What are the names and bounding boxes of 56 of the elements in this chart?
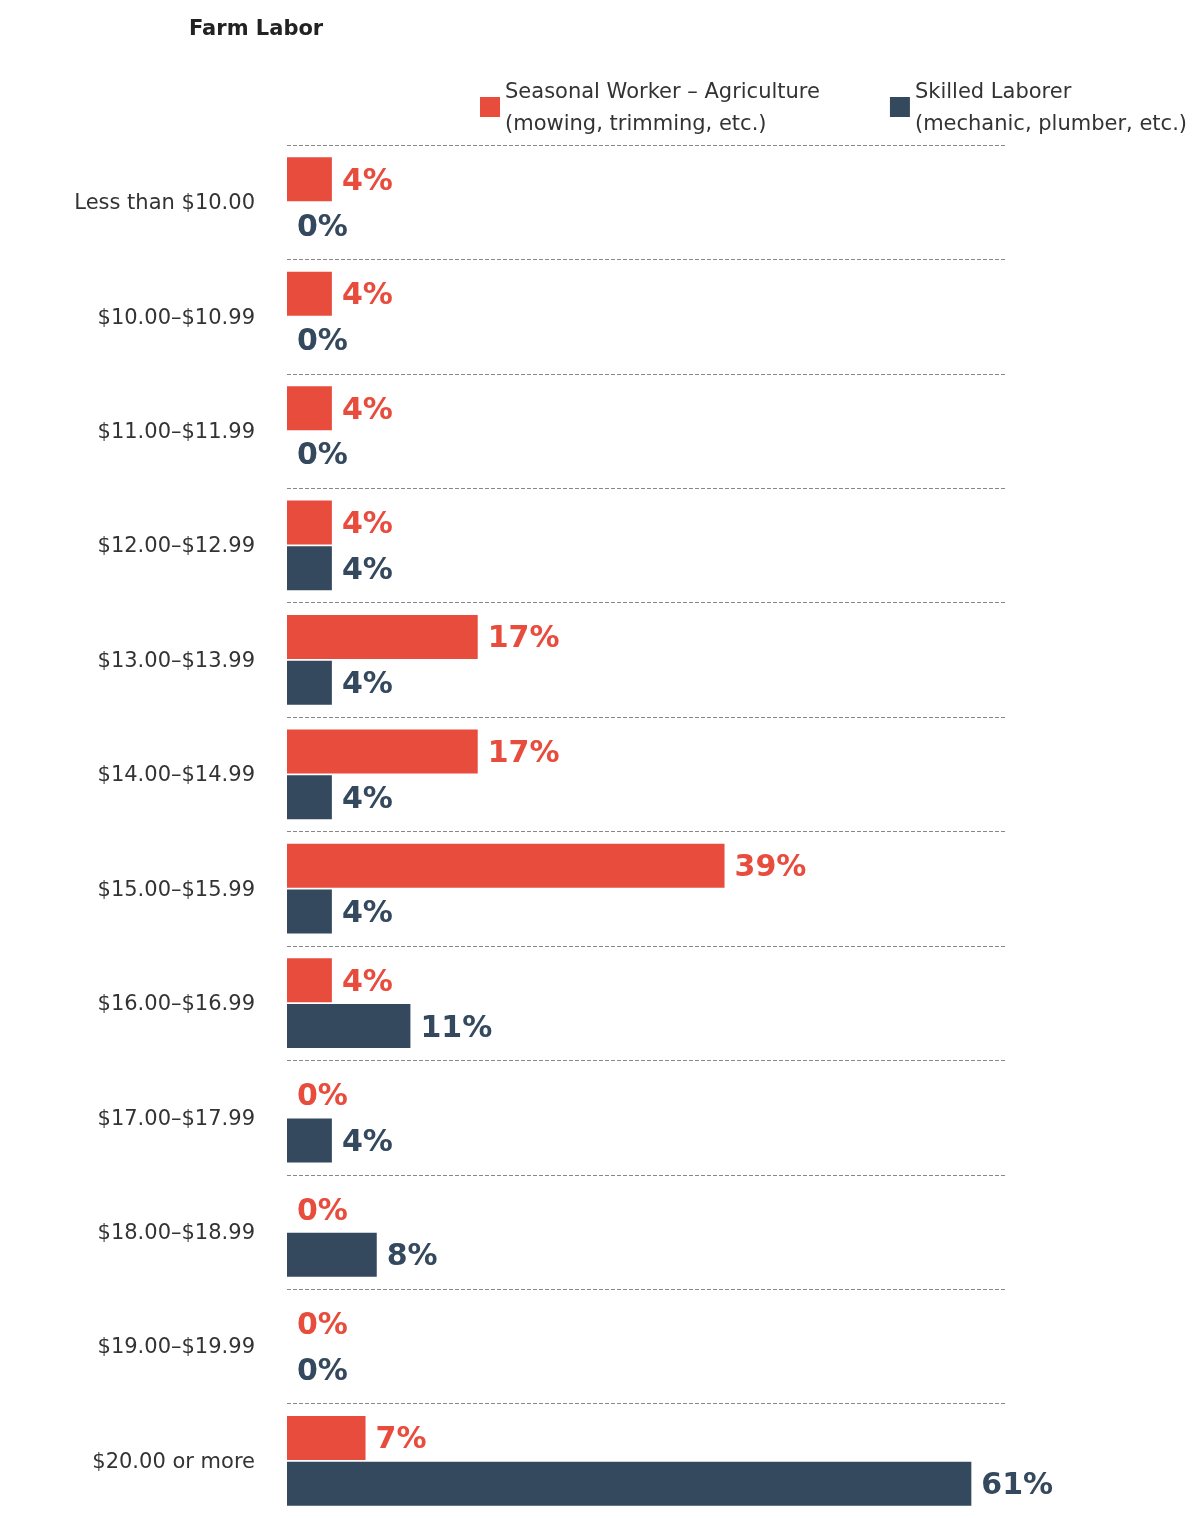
data-label: 17% — [487, 619, 560, 655]
data-label: 4% — [341, 894, 393, 930]
data-label: 4% — [341, 390, 393, 426]
data-label: 0% — [297, 436, 348, 472]
y-tick-label: $12.00–$12.99 — [97, 533, 255, 558]
data-label: 4% — [341, 962, 393, 998]
bar — [287, 1118, 332, 1163]
y-tick-label: $11.00–$11.99 — [97, 419, 255, 444]
y-tick-label: $13.00–$13.99 — [97, 647, 255, 672]
legend-label: Seasonal Worker – Agriculture (mowing, trimming, etc.) — [505, 79, 820, 135]
bar — [287, 889, 332, 934]
data-label: 0% — [297, 322, 348, 358]
data-label: 0% — [297, 1077, 348, 1113]
chart-title: Farm Labor — [189, 15, 324, 40]
bar — [287, 500, 332, 545]
y-tick-label: $10.00–$10.99 — [97, 304, 255, 329]
bar — [287, 1232, 377, 1277]
data-label: 0% — [297, 1351, 348, 1387]
y-tick-label: $15.00–$15.99 — [97, 876, 255, 901]
data-label: 17% — [487, 733, 560, 769]
bar — [287, 386, 332, 431]
bar — [287, 1461, 972, 1506]
bar — [287, 843, 725, 888]
bar — [287, 1004, 411, 1049]
data-label: 4% — [341, 1122, 393, 1158]
y-tick-label: Less than $10.00 — [74, 190, 255, 215]
bar — [287, 958, 332, 1003]
data-label: 4% — [341, 665, 393, 701]
bar — [287, 775, 332, 820]
bar — [287, 615, 478, 659]
y-tick-label: $18.00–$18.99 — [97, 1219, 255, 1244]
data-label: 4% — [341, 505, 393, 541]
y-tick-label: $17.00–$17.99 — [97, 1105, 255, 1130]
bar — [287, 1415, 366, 1460]
legend-label: Skilled Laborer (mechanic, plumber, etc.) — [914, 79, 1188, 135]
data-label: 0% — [297, 1305, 348, 1341]
data-label: 0% — [297, 207, 348, 243]
data-label: 7% — [375, 1420, 427, 1456]
bar — [287, 546, 332, 591]
data-label: 61% — [981, 1466, 1054, 1502]
bar — [287, 729, 478, 774]
y-tick-label: $19.00–$19.99 — [97, 1334, 255, 1359]
bar — [287, 271, 332, 316]
data-label: 0% — [297, 1191, 348, 1227]
data-label: 4% — [341, 276, 393, 312]
bar — [287, 660, 332, 705]
y-tick-label: $16.00–$16.99 — [97, 991, 255, 1016]
data-label: 11% — [420, 1008, 493, 1044]
y-tick-label: $20.00 or more — [92, 1448, 255, 1473]
data-label: 39% — [734, 848, 807, 884]
data-label: 4% — [341, 161, 393, 197]
bar — [287, 157, 332, 202]
data-label: 4% — [341, 550, 393, 586]
y-tick-label: $14.00–$14.99 — [97, 762, 255, 787]
data-label: 8% — [386, 1237, 438, 1273]
data-label: 4% — [341, 779, 393, 815]
